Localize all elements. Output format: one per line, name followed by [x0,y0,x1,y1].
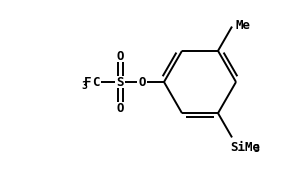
Text: Me: Me [235,19,250,32]
Text: 3: 3 [81,81,87,91]
Text: SiMe: SiMe [230,141,260,154]
Text: O: O [116,49,124,62]
Text: F: F [83,75,91,89]
Text: C: C [92,75,100,89]
Text: O: O [138,75,146,89]
Text: O: O [116,102,124,115]
Text: 3: 3 [253,144,259,154]
Text: S: S [116,75,124,89]
